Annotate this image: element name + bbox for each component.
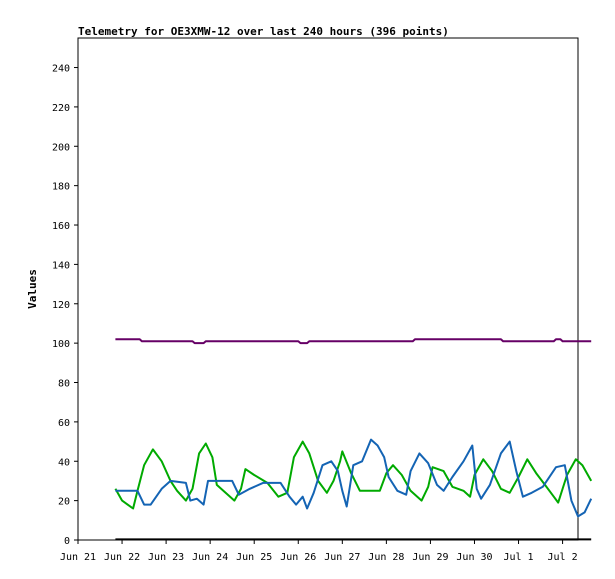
x-tick-label: Jul 1 (503, 552, 533, 563)
y-tick-label: 220 (52, 103, 70, 114)
x-tick-label: Jun 23 (148, 552, 184, 563)
y-tick-label: 40 (58, 457, 70, 468)
x-tick-label: Jun 30 (456, 552, 492, 563)
x-tick-label: Jun 25 (236, 552, 272, 563)
y-axis-ticks: 0 20 40 60 80 100 120 140 160 180 200 220 240 (52, 64, 78, 547)
series-line-2 (115, 438, 593, 518)
series-layer (114, 338, 593, 541)
chart-title: Telemetry for OE3XMW-12 over last 240 ho… (78, 25, 449, 38)
y-axis-label: Values (26, 269, 39, 309)
series-line-1 (114, 440, 593, 510)
x-tick-label: Jun 28 (368, 552, 404, 563)
y-tick-label: 140 (52, 260, 70, 271)
y-tick-label: 120 (52, 300, 70, 311)
y-tick-label: 20 (58, 497, 70, 508)
x-tick-label: Jun 21 (60, 552, 96, 563)
x-axis-ticks: Jun 21 Jun 22 Jun 23 Jun 24 Jun 25 Jun 26 Jun … (60, 540, 578, 563)
y-tick-label: 80 (58, 379, 70, 390)
y-tick-label: 160 (52, 221, 70, 232)
x-tick-label: Jul 2 (548, 552, 578, 563)
x-tick-label: Jun 27 (324, 552, 360, 563)
x-tick-label: Jun 29 (412, 552, 448, 563)
plot-frame (77, 37, 579, 541)
y-tick-label: 200 (52, 142, 70, 153)
x-tick-label: Jun 24 (192, 552, 228, 563)
y-tick-label: 0 (64, 536, 70, 547)
x-tick-label: Jun 26 (280, 552, 316, 563)
series-line-0 (115, 338, 592, 345)
y-tick-label: 60 (58, 418, 70, 429)
y-tick-label: 180 (52, 182, 70, 193)
y-tick-label: 100 (52, 339, 70, 350)
y-tick-label: 240 (52, 64, 70, 75)
x-tick-label: Jun 22 (104, 552, 140, 563)
